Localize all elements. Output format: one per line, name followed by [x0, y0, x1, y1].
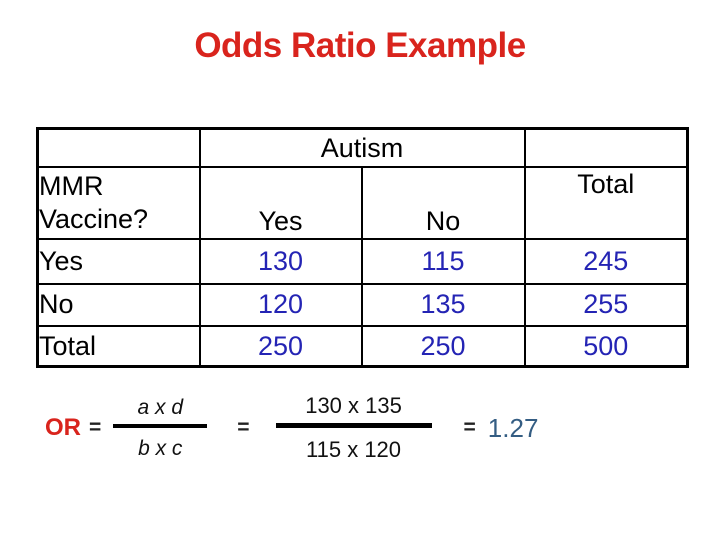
fraction-numerator: 130 x 135 [305, 393, 402, 418]
numeric-fraction: 130 x 135 115 x 120 [275, 393, 432, 463]
cell-value: 120 [198, 282, 363, 327]
col-header-no: No [360, 165, 526, 240]
col-header-total: Total [523, 165, 689, 240]
cell-value: 245 [523, 237, 689, 285]
cell-value: 500 [523, 324, 689, 368]
table-row: Yes 130 115 245 [36, 237, 689, 285]
table-row: Total 250 250 500 [36, 324, 689, 368]
cell-value: 115 [360, 237, 526, 285]
cell-value: 250 [360, 324, 526, 368]
col-header-yes: Yes [198, 165, 363, 240]
fraction-bar [275, 423, 432, 428]
table-row-column-headers: MMR Vaccine? Yes No Total [36, 165, 689, 240]
row-label-yes: Yes [36, 237, 201, 285]
fraction-denominator: 115 x 120 [306, 437, 402, 462]
equals-sign: = [89, 416, 102, 439]
fraction-denominator: b x c [138, 436, 183, 460]
cell-value: 130 [198, 237, 363, 285]
symbolic-fraction: a x d b x c [113, 395, 208, 461]
fraction-numerator: a x d [137, 395, 184, 419]
cell-value: 255 [523, 282, 689, 327]
equals-sign: = [463, 416, 476, 439]
row-label-no: No [36, 282, 201, 327]
odds-ratio-formula: OR = a x d b x c = 130 x 135 115 x 120 =… [45, 393, 538, 463]
fraction-bar [113, 423, 208, 428]
page-title: Odds Ratio Example [194, 26, 526, 65]
table-row: No 120 135 255 [36, 282, 689, 327]
empty-cell [36, 127, 201, 168]
cell-value: 135 [360, 282, 526, 327]
or-label: OR [45, 414, 81, 441]
group-header-autism: Autism [198, 127, 526, 168]
equals-sign: = [237, 416, 250, 439]
row-axis-label: MMR Vaccine? [36, 165, 201, 240]
cell-value: 250 [198, 324, 363, 368]
contingency-table: Autism MMR Vaccine? Yes No Total Yes 130… [36, 127, 689, 368]
empty-cell [523, 127, 689, 168]
table-row-group-header: Autism [36, 127, 689, 168]
row-label-total: Total [36, 324, 201, 368]
result-value: 1.27 [487, 412, 539, 443]
